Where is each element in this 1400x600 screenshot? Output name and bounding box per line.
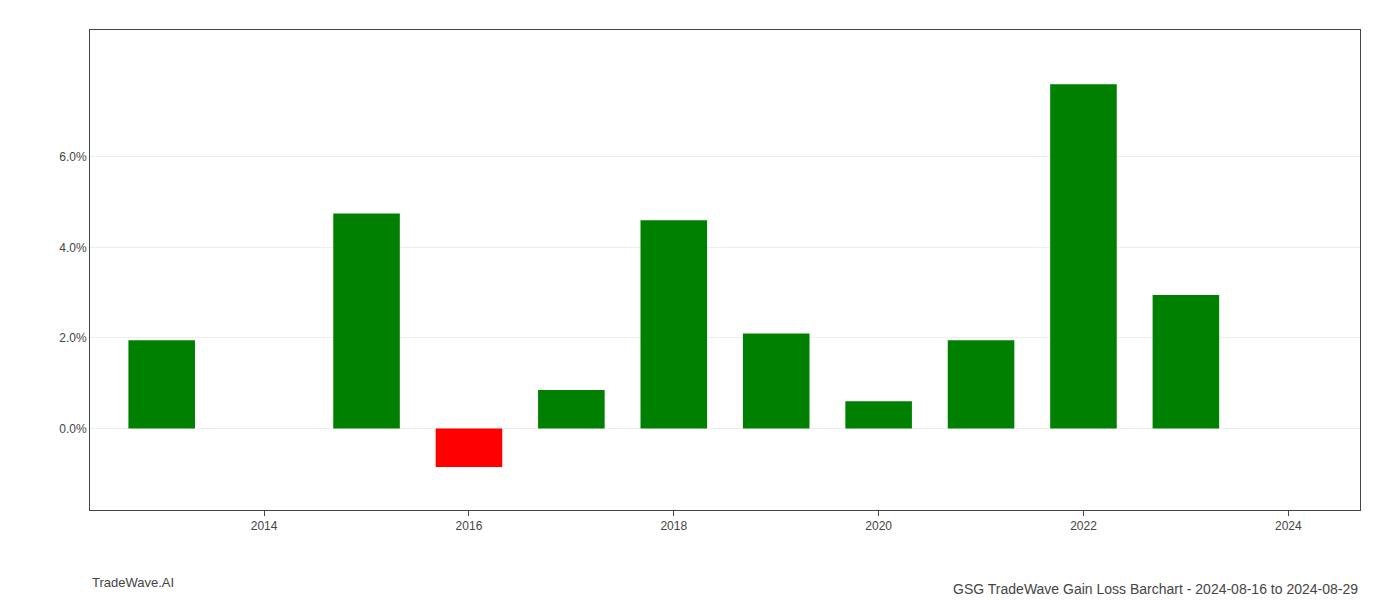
svg-text:2018: 2018: [660, 519, 687, 533]
svg-text:2022: 2022: [1070, 519, 1097, 533]
svg-text:6.0%: 6.0%: [59, 150, 87, 164]
svg-text:2016: 2016: [456, 519, 483, 533]
svg-text:2.0%: 2.0%: [59, 331, 87, 345]
svg-text:4.0%: 4.0%: [59, 241, 87, 255]
svg-text:0.0%: 0.0%: [59, 422, 87, 436]
svg-text:2020: 2020: [865, 519, 892, 533]
svg-text:2024: 2024: [1275, 519, 1302, 533]
svg-text:GSG TradeWave Gain Loss Barcha: GSG TradeWave Gain Loss Barchart - 2024-…: [953, 581, 1358, 597]
svg-text:2014: 2014: [251, 519, 278, 533]
svg-text:TradeWave.AI: TradeWave.AI: [92, 575, 174, 590]
